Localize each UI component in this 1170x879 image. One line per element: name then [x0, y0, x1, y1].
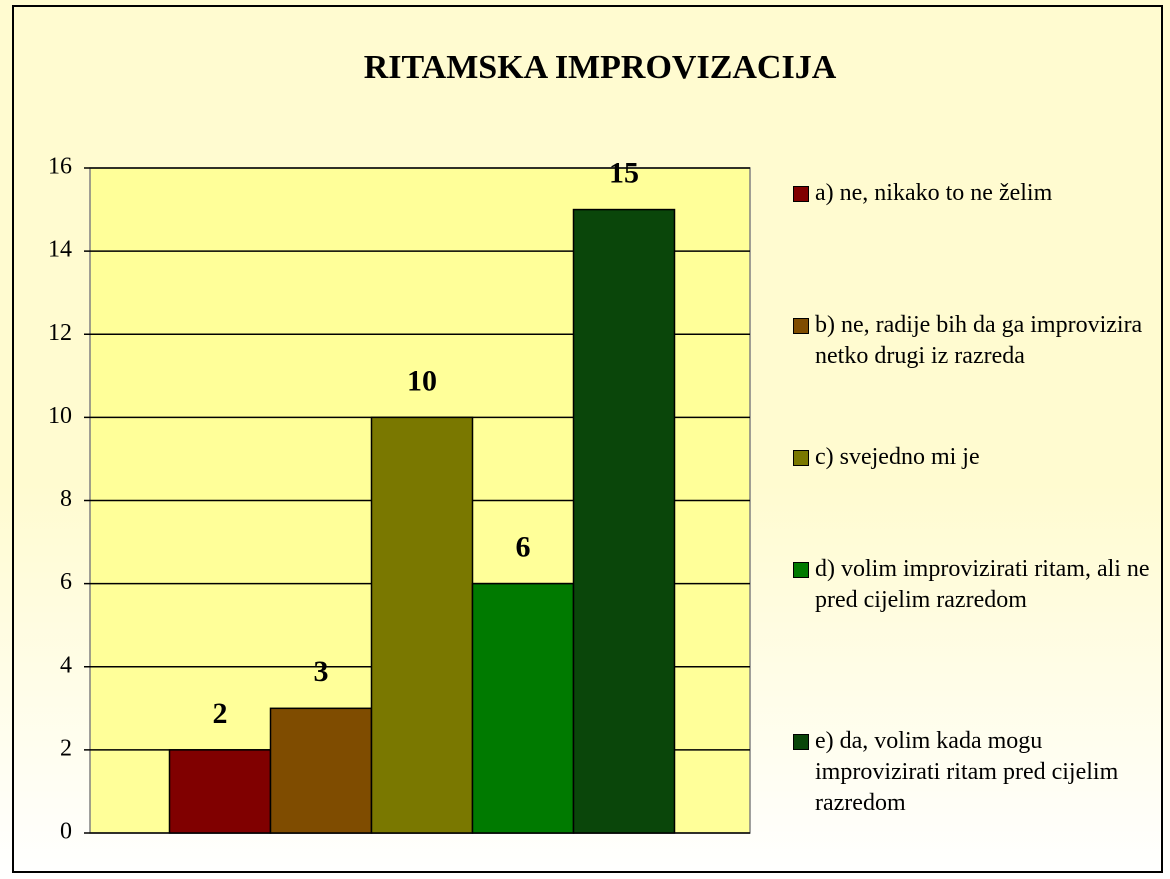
- bar: [471, 582, 575, 834]
- chart-title: RITAMSKA IMPROVIZACIJA: [364, 49, 837, 86]
- y-tick-label: 2: [60, 735, 72, 761]
- y-tick-label: 8: [60, 486, 72, 512]
- legend-item: c) svejedno mi je: [793, 442, 1170, 473]
- y-tick-label: 4: [60, 652, 72, 678]
- legend-item: d) volim improvizirati ritam, ali ne pre…: [793, 554, 1170, 616]
- legend-swatch: [793, 562, 809, 578]
- legend-label: e) da, volim kada mogu improvizirati rit…: [815, 728, 1119, 816]
- data-label: 6: [516, 531, 531, 564]
- legend-label: a) ne, nikako to ne želim: [815, 180, 1053, 206]
- y-tick-label: 10: [48, 403, 72, 429]
- bar: [572, 208, 676, 834]
- data-label: 10: [407, 364, 437, 397]
- y-tick-label: 14: [48, 237, 72, 263]
- legend-swatch: [793, 318, 809, 334]
- legend-item: e) da, volim kada mogu improvizirati rit…: [793, 726, 1170, 819]
- legend-swatch: [793, 186, 809, 202]
- legend-swatch: [793, 734, 809, 750]
- y-tick-label: 6: [60, 569, 72, 595]
- chart-frame: [12, 5, 1163, 873]
- legend-swatch: [793, 450, 809, 466]
- data-label: 2: [213, 697, 228, 730]
- bar: [370, 416, 474, 834]
- legend-label: b) ne, radije bih da ga improvizira netk…: [815, 312, 1143, 369]
- y-tick-label: 0: [60, 819, 72, 845]
- data-label: 3: [314, 655, 329, 688]
- legend-item: b) ne, radije bih da ga improvizira netk…: [793, 310, 1170, 372]
- y-tick-label: 12: [48, 320, 72, 346]
- bar: [168, 749, 272, 834]
- legend-label: c) svejedno mi je: [815, 444, 980, 470]
- bar: [269, 707, 373, 834]
- legend-label: d) volim improvizirati ritam, ali ne pre…: [815, 556, 1150, 613]
- y-tick-label: 16: [48, 154, 72, 180]
- data-label: 15: [609, 156, 639, 189]
- legend-item: a) ne, nikako to ne želim: [793, 178, 1170, 209]
